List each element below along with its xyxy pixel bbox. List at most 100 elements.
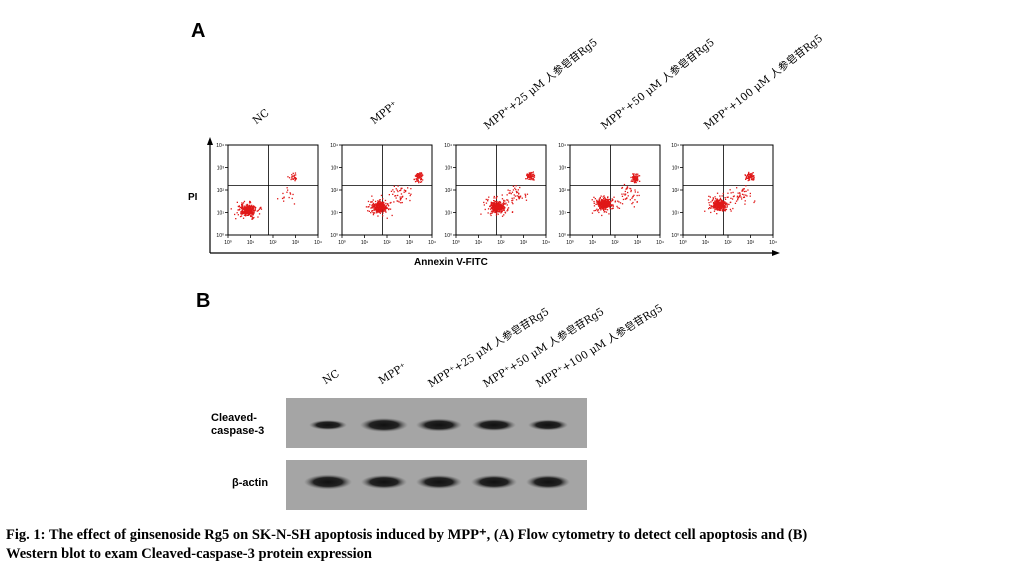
event-dot xyxy=(494,208,496,210)
event-dot xyxy=(378,203,380,205)
event-dot xyxy=(719,204,721,206)
y-tick-label: 10¹ xyxy=(445,211,453,217)
event-dot xyxy=(388,194,390,196)
event-dot xyxy=(416,180,418,182)
event-dot xyxy=(415,179,418,181)
event-dot xyxy=(260,208,263,210)
y-tick-label: 10³ xyxy=(672,166,680,172)
event-dot xyxy=(744,174,746,176)
event-dot xyxy=(251,207,254,209)
event-dot xyxy=(238,206,240,208)
event-dot xyxy=(637,173,639,175)
event-dot xyxy=(739,192,741,194)
y-tick-label: 10¹ xyxy=(331,211,339,217)
event-dot xyxy=(251,205,253,208)
event-dot xyxy=(253,212,255,214)
event-dot xyxy=(602,196,604,198)
event-dot xyxy=(747,179,749,182)
event-dot xyxy=(251,206,253,208)
event-dot xyxy=(707,199,710,201)
event-dot xyxy=(292,172,294,174)
event-dot xyxy=(400,189,402,191)
event-dot xyxy=(290,178,292,181)
event-dot xyxy=(621,195,624,197)
event-dot xyxy=(724,207,726,209)
event-dot xyxy=(593,196,595,198)
event-dot xyxy=(493,202,495,204)
x-tick-label: 10⁰ xyxy=(452,240,460,246)
event-dot xyxy=(496,207,498,209)
event-dot xyxy=(629,199,631,201)
y-tick-label: 10⁰ xyxy=(671,233,679,239)
event-dot xyxy=(402,195,404,197)
event-dot xyxy=(748,171,750,174)
event-dot xyxy=(367,210,369,212)
event-dot xyxy=(512,185,515,187)
event-dot xyxy=(709,196,711,198)
event-dot xyxy=(741,189,743,191)
event-dot xyxy=(500,206,502,208)
actin-band xyxy=(416,475,462,489)
flow-plot-frame xyxy=(341,144,433,236)
event-dot xyxy=(246,207,249,209)
event-dot xyxy=(633,181,636,183)
event-dot xyxy=(631,180,634,182)
event-dot xyxy=(598,204,601,207)
event-dot xyxy=(737,199,739,201)
event-dot xyxy=(751,174,753,176)
event-dot xyxy=(597,209,600,211)
event-dot xyxy=(295,174,297,176)
event-dot xyxy=(715,208,717,210)
event-dot xyxy=(372,203,375,205)
event-dot xyxy=(483,204,485,206)
event-dot xyxy=(515,188,517,191)
x-tick-label: 10² xyxy=(269,240,277,246)
event-dot xyxy=(390,201,392,204)
event-dot xyxy=(501,211,503,213)
event-dot xyxy=(604,210,606,213)
event-dot xyxy=(380,210,382,213)
event-dot xyxy=(708,195,710,197)
event-dot xyxy=(378,208,380,210)
event-dot xyxy=(526,193,529,195)
event-dot xyxy=(734,202,737,204)
event-dot xyxy=(598,205,600,207)
event-dot xyxy=(526,173,528,175)
event-dot xyxy=(247,209,249,211)
event-dot xyxy=(241,212,243,214)
event-dot xyxy=(395,195,397,197)
x-tick-label: 10⁰ xyxy=(338,240,346,246)
event-dot xyxy=(251,211,253,213)
event-dot xyxy=(376,209,378,211)
event-dot xyxy=(515,199,518,201)
event-dot xyxy=(241,204,243,206)
event-dot xyxy=(493,203,495,205)
western-blot-panel xyxy=(286,398,587,510)
event-dot xyxy=(384,207,386,209)
event-dot xyxy=(719,205,721,207)
event-dot xyxy=(400,193,403,195)
y-tick-label: 10³ xyxy=(217,166,225,172)
event-dot xyxy=(254,206,256,208)
event-dot xyxy=(242,217,245,219)
event-dot xyxy=(374,212,376,214)
event-dot xyxy=(509,192,511,194)
event-dot xyxy=(283,200,285,202)
event-dot xyxy=(246,204,248,206)
event-dot xyxy=(708,208,710,210)
event-dot xyxy=(251,216,253,218)
event-dot xyxy=(392,193,394,195)
event-dot xyxy=(417,178,419,180)
event-dot xyxy=(601,204,604,206)
event-dot xyxy=(373,207,375,209)
event-dot xyxy=(633,180,635,182)
event-dot xyxy=(368,210,370,212)
event-dot xyxy=(372,214,375,216)
event-dot xyxy=(419,172,421,174)
event-dot xyxy=(626,186,629,188)
event-dot xyxy=(381,208,384,210)
event-dot xyxy=(240,212,242,214)
event-dot xyxy=(507,208,509,210)
event-dot xyxy=(524,196,527,198)
event-dot xyxy=(604,203,606,206)
